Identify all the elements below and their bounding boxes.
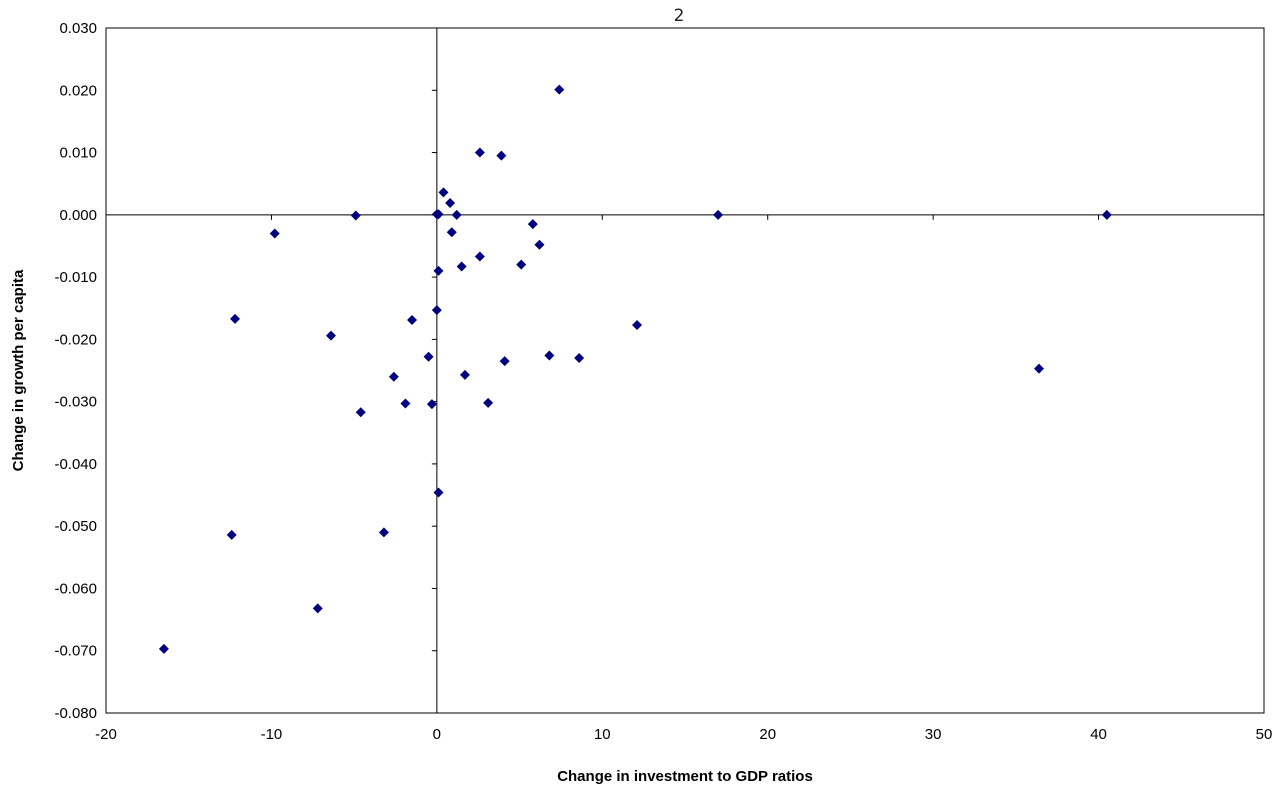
plot-area — [105, 27, 1265, 714]
data-point — [325, 330, 336, 341]
data-point — [554, 84, 565, 95]
data-point — [459, 369, 470, 380]
data-point — [226, 529, 237, 540]
x-tick-label: -10 — [261, 726, 283, 743]
data-point — [496, 150, 507, 161]
data-point — [350, 210, 361, 221]
y-tick-label: 0.000 — [59, 207, 97, 224]
y-tick-label: -0.030 — [54, 394, 97, 411]
data-point — [388, 371, 399, 382]
data-point — [431, 305, 442, 316]
data-point — [451, 209, 462, 220]
data-point — [426, 399, 437, 410]
data-point — [445, 197, 456, 208]
data-point — [433, 265, 444, 276]
data-point — [433, 487, 444, 498]
data-point — [499, 356, 510, 367]
y-tick-label: -0.060 — [54, 580, 97, 597]
x-tick-label: 30 — [925, 726, 942, 743]
data-point — [1034, 363, 1045, 374]
x-tick-label: 50 — [1256, 726, 1273, 743]
y-tick-label: -0.070 — [54, 643, 97, 660]
data-point — [534, 239, 545, 250]
data-point — [400, 398, 411, 409]
data-point — [474, 251, 485, 262]
x-axis-ticks: -20 -10 0 10 20 30 40 50 — [95, 214, 1273, 743]
data-point — [474, 147, 485, 158]
x-tick-label: 20 — [759, 726, 776, 743]
page-number: 2 — [673, 6, 685, 26]
x-axis-title: Change in investment to GDP ratios — [557, 768, 813, 785]
data-point — [456, 261, 467, 272]
data-point — [632, 320, 643, 331]
data-point — [516, 259, 527, 270]
x-tick-label: 40 — [1090, 726, 1107, 743]
y-tick-label: -0.040 — [54, 456, 97, 473]
data-point — [527, 219, 538, 230]
data-point — [433, 209, 444, 220]
data-point — [544, 350, 555, 361]
data-point — [574, 353, 585, 364]
data-point — [1101, 209, 1112, 220]
data-points — [158, 84, 1112, 654]
y-tick-label: -0.020 — [54, 331, 97, 348]
data-point — [312, 603, 323, 614]
y-tick-label: -0.010 — [54, 269, 97, 286]
data-point — [158, 643, 169, 654]
data-point — [407, 315, 418, 326]
data-point — [230, 313, 241, 324]
data-point — [269, 228, 280, 239]
data-point — [355, 407, 366, 418]
x-tick-label: 0 — [433, 726, 441, 743]
data-point — [713, 209, 724, 220]
y-tick-label: 0.010 — [59, 145, 97, 162]
y-tick-label: -0.080 — [54, 705, 97, 722]
y-tick-label: -0.050 — [54, 518, 97, 535]
x-tick-label: 10 — [594, 726, 611, 743]
data-point — [423, 351, 434, 362]
y-tick-label: 0.020 — [59, 82, 97, 99]
data-point — [378, 527, 389, 538]
data-point — [483, 397, 494, 408]
y-axis-title: Change in growth per capita — [10, 269, 27, 471]
data-point — [438, 187, 449, 198]
x-tick-label: -20 — [95, 726, 117, 743]
data-point — [446, 227, 457, 238]
y-tick-label: 0.030 — [59, 20, 97, 37]
y-axis-ticks: 0.030 0.020 0.010 0.000 -0.010 -0.020 -0.030 -0… — [54, 20, 437, 722]
